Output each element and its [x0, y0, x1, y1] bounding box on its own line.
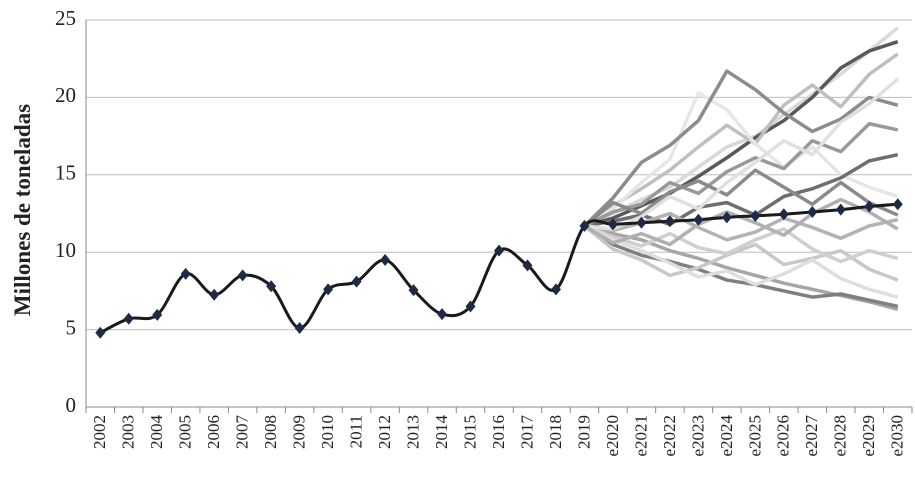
data-point: [579, 219, 590, 232]
data-point: [892, 198, 903, 211]
data-point: [636, 216, 647, 229]
x-tick-label: 2015: [460, 415, 479, 449]
series-line: [583, 69, 899, 228]
data-point: [152, 308, 163, 321]
x-tick-label: 2002: [90, 415, 109, 449]
data-point: [294, 322, 305, 335]
data-point: [180, 267, 191, 280]
x-tick-label: 2017: [517, 415, 536, 450]
x-tick-label: e2023: [688, 415, 707, 457]
data-point: [266, 280, 277, 293]
data-point: [550, 283, 561, 296]
series-line: [584, 77, 899, 231]
x-tick-label: 2018: [546, 415, 565, 449]
series-line: [583, 168, 899, 228]
y-tick-label: 5: [66, 315, 77, 339]
series-line: [583, 52, 899, 228]
x-tick-label: 2006: [204, 415, 223, 449]
x-tick-label: 2013: [403, 415, 422, 449]
data-point: [835, 203, 846, 216]
x-tick-label: e2025: [745, 415, 764, 457]
data-point: [778, 208, 789, 221]
x-tick-label: 2007: [233, 415, 252, 450]
series-line: [99, 202, 898, 335]
data-point: [351, 275, 362, 288]
y-tick-label: 15: [55, 161, 76, 185]
data-point: [721, 211, 732, 224]
x-tick-label: e2021: [631, 415, 650, 457]
series-line: [583, 224, 899, 264]
data-point: [123, 312, 134, 325]
x-tick-label: 2004: [147, 415, 166, 450]
series-line: [583, 224, 899, 309]
x-tick-label: e2024: [717, 415, 736, 457]
series-line: [583, 121, 899, 228]
data-point: [522, 259, 533, 272]
data-point: [380, 253, 391, 266]
data-point: [607, 218, 618, 231]
data-point: [237, 269, 248, 282]
x-tick-label: 2005: [176, 415, 195, 449]
series-line: [583, 224, 899, 299]
data-point: [408, 284, 419, 297]
data-point: [323, 283, 334, 296]
x-tick-label: 2014: [432, 415, 451, 450]
x-tick-label: e2022: [660, 415, 679, 457]
data-point: [95, 326, 106, 339]
data-point: [465, 300, 476, 313]
x-tick-label: e2027: [802, 415, 821, 457]
x-tick-label: 2011: [346, 415, 365, 448]
data-point: [693, 213, 704, 226]
series-line: [583, 26, 899, 228]
y-tick-label: 20: [55, 83, 76, 107]
x-tick-label: 2012: [375, 415, 394, 449]
x-tick-label: 2010: [318, 415, 337, 449]
data-point: [494, 244, 504, 257]
data-point: [750, 209, 761, 222]
data-point: [807, 205, 818, 218]
x-tick-label: e2028: [831, 415, 850, 457]
x-tick-label: 2008: [261, 415, 280, 449]
y-tick-label: 10: [55, 238, 76, 262]
x-tick-label: e2029: [859, 415, 878, 457]
data-point: [864, 200, 875, 213]
x-tick-label: 2003: [119, 415, 138, 449]
series-line: [583, 224, 899, 282]
x-tick-label: e2020: [603, 415, 622, 457]
y-tick-label: 0: [66, 393, 77, 417]
data-point: [437, 308, 448, 321]
x-tick-label: e2026: [774, 415, 793, 457]
x-tick-label: 2009: [290, 415, 309, 449]
data-point: [664, 215, 675, 228]
y-tick-label: 25: [55, 6, 76, 30]
series-line: [584, 152, 899, 228]
series-line: [583, 40, 899, 228]
x-tick-label: e2030: [888, 415, 907, 457]
y-axis-label: Millones de toneladas: [10, 104, 35, 316]
x-tick-label: 2019: [574, 415, 593, 449]
x-tick-label: 2016: [489, 415, 508, 449]
data-point: [209, 288, 220, 301]
